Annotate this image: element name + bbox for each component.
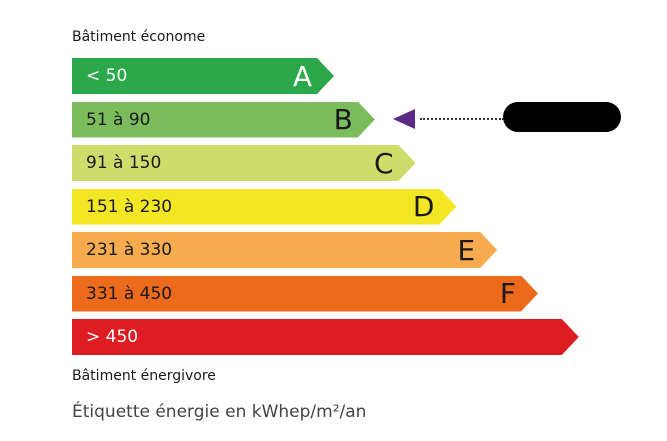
redacted-value <box>503 102 621 132</box>
footer-caption: Étiquette énergie en kWhep/m²/an <box>72 402 367 422</box>
energy-class-bar-E: 231 à 330 E <box>72 232 498 268</box>
class-letter: C <box>374 146 394 180</box>
class-letter: A <box>292 59 312 93</box>
class-range: 91 à 150 <box>86 153 162 173</box>
class-range: 331 à 450 <box>86 283 173 304</box>
class-range: 231 à 330 <box>86 240 173 260</box>
top-label: Bâtiment économe <box>72 29 206 45</box>
class-range: 51 à 90 <box>86 109 151 130</box>
energy-class-bar-A: < 50 A <box>72 58 334 94</box>
energy-class-bar-D: 151 à 230 D <box>72 188 457 225</box>
class-range: < 50 <box>86 66 128 86</box>
indicator-dotted-line <box>420 118 504 120</box>
class-letter: E <box>457 233 476 267</box>
class-letter: B <box>333 103 353 136</box>
class-range: > 450 <box>86 327 139 347</box>
class-letter: D <box>412 190 435 223</box>
energy-class-bar-F: 331 à 450 F <box>72 275 538 312</box>
energy-class-bar-C: 91 à 150 C <box>72 145 416 181</box>
energy-class-bar-B: 51 à 90 B <box>72 101 375 138</box>
bottom-label: Bâtiment énergivore <box>72 368 216 384</box>
energy-class-bar-G: > 450 <box>72 319 579 355</box>
class-range: 151 à 230 <box>86 196 173 217</box>
indicator-arrow-icon <box>393 109 415 129</box>
class-letter: F <box>499 277 516 310</box>
